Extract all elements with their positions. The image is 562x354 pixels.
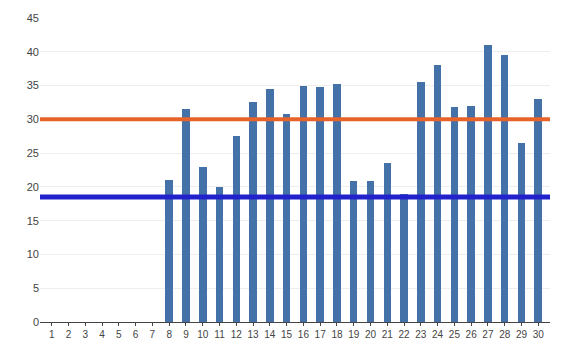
svg-text:17: 17 [315, 329, 327, 340]
svg-text:3: 3 [83, 329, 89, 340]
svg-text:29: 29 [516, 329, 528, 340]
svg-text:23: 23 [415, 329, 427, 340]
svg-text:18: 18 [331, 329, 343, 340]
svg-text:5: 5 [33, 282, 39, 294]
svg-text:40: 40 [27, 46, 39, 58]
svg-text:28: 28 [499, 329, 511, 340]
svg-text:10: 10 [197, 329, 209, 340]
svg-text:19: 19 [348, 329, 360, 340]
svg-text:9: 9 [183, 329, 189, 340]
svg-text:1: 1 [49, 329, 55, 340]
svg-text:20: 20 [27, 181, 39, 193]
svg-text:10: 10 [27, 248, 39, 260]
svg-text:16: 16 [298, 329, 310, 340]
svg-text:35: 35 [27, 79, 39, 91]
svg-text:11: 11 [214, 329, 225, 340]
svg-text:4: 4 [99, 329, 105, 340]
svg-text:24: 24 [432, 329, 444, 340]
svg-text:12: 12 [231, 329, 243, 340]
svg-text:13: 13 [247, 329, 259, 340]
svg-text:15: 15 [281, 329, 293, 340]
svg-text:27: 27 [482, 329, 494, 340]
svg-text:8: 8 [166, 329, 172, 340]
svg-text:5: 5 [116, 329, 122, 340]
svg-text:30: 30 [533, 329, 545, 340]
svg-text:45: 45 [27, 12, 39, 24]
svg-text:2: 2 [66, 329, 72, 340]
svg-text:20: 20 [365, 329, 377, 340]
svg-text:25: 25 [27, 147, 39, 159]
svg-text:7: 7 [150, 329, 156, 340]
svg-text:15: 15 [27, 215, 39, 227]
svg-text:0: 0 [33, 316, 39, 328]
svg-text:26: 26 [466, 329, 478, 340]
svg-text:14: 14 [264, 329, 276, 340]
svg-text:21: 21 [382, 329, 394, 340]
svg-text:30: 30 [27, 113, 39, 125]
svg-text:6: 6 [133, 329, 139, 340]
svg-text:25: 25 [449, 329, 461, 340]
svg-text:22: 22 [398, 329, 410, 340]
